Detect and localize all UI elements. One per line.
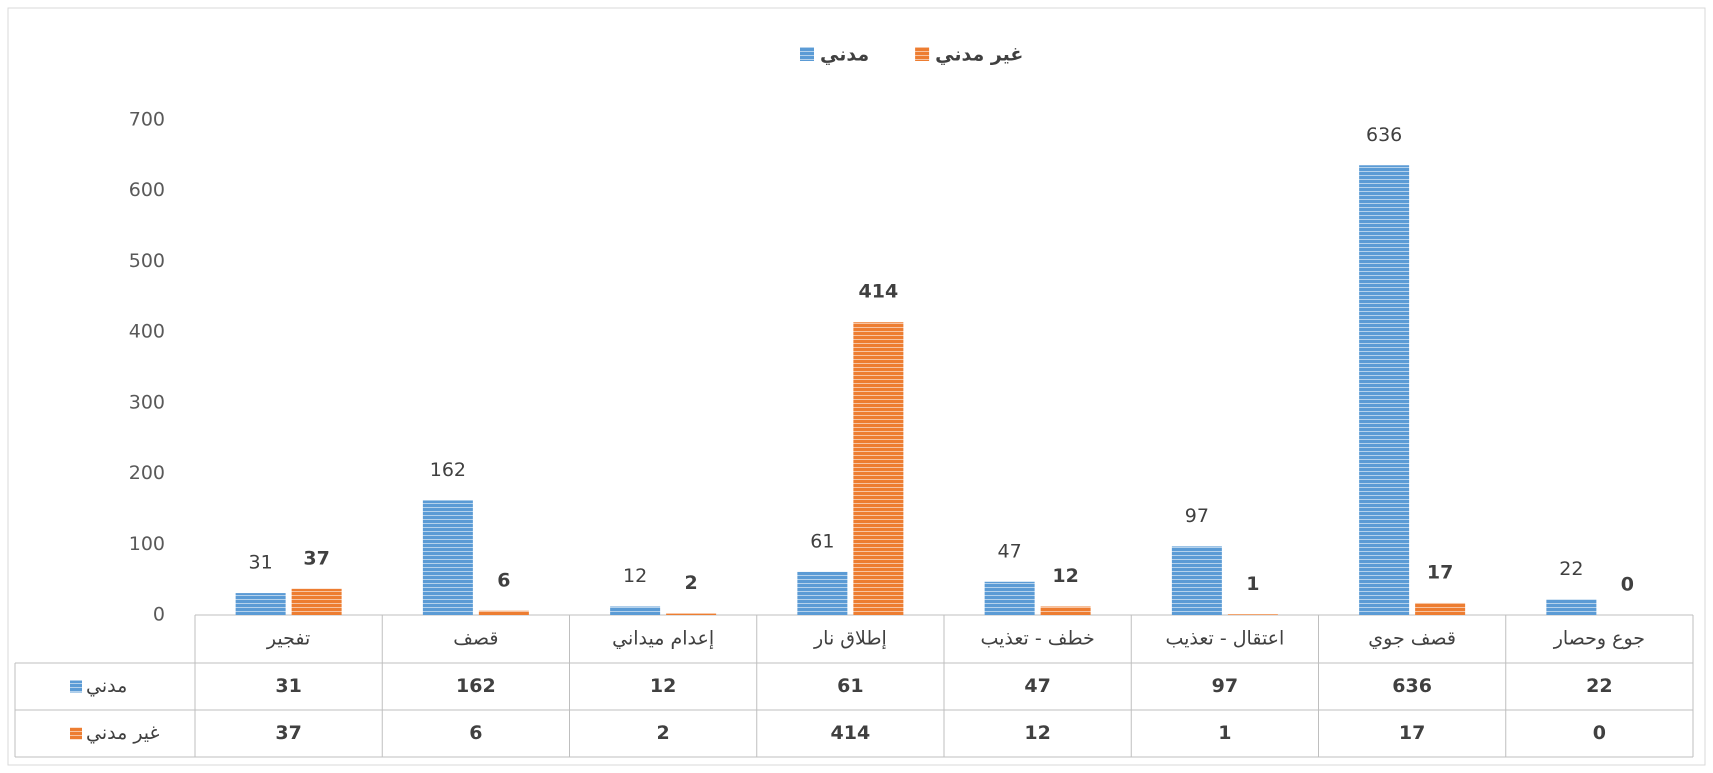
table-cell: 97	[1212, 675, 1238, 697]
bar	[1040, 606, 1091, 615]
data-label: 0	[1621, 574, 1634, 596]
data-label: 162	[430, 459, 466, 481]
x-tick-label: إعدام ميداني	[612, 628, 714, 651]
bar	[797, 571, 848, 615]
bar	[291, 588, 342, 615]
x-tick-label: اعتقال - تعذيب	[1165, 628, 1284, 650]
data-label: 17	[1427, 561, 1453, 583]
x-tick-label: قصف	[453, 628, 498, 650]
legend-swatch	[915, 47, 930, 61]
bar	[235, 593, 286, 615]
table-cell: 12	[650, 675, 676, 697]
data-label: 31	[249, 552, 273, 574]
table-cell: 31	[275, 675, 301, 697]
bar	[610, 606, 661, 615]
table-cell: 0	[1593, 722, 1606, 744]
table-cell: 162	[456, 675, 496, 697]
y-tick-label: 0	[153, 604, 165, 626]
bar	[1359, 165, 1410, 615]
y-tick-label: 300	[129, 391, 165, 413]
y-tick-label: 600	[129, 179, 165, 201]
y-tick-label: 200	[129, 462, 165, 484]
x-tick-label: خطف - تعذيب	[980, 628, 1094, 650]
row-header: مدني	[86, 675, 127, 697]
legend-label: غير مدني	[935, 44, 1023, 66]
table-cell: 414	[831, 722, 871, 744]
data-label: 12	[1052, 565, 1078, 587]
x-tick-label: جوع وحصار	[1553, 628, 1645, 650]
x-tick-label: إطلاق نار	[813, 628, 887, 651]
table-cell: 61	[837, 675, 863, 697]
bar	[1227, 614, 1278, 615]
bar	[1171, 546, 1222, 615]
table-cell: 6	[469, 722, 482, 744]
data-label: 6	[497, 569, 510, 591]
bar	[478, 610, 529, 615]
data-label: 1	[1246, 573, 1259, 595]
table-cell: 12	[1024, 722, 1050, 744]
data-label: 61	[810, 530, 834, 552]
data-label: 47	[998, 540, 1022, 562]
bar	[984, 581, 1035, 615]
bar	[422, 500, 473, 615]
data-label: 97	[1185, 505, 1209, 527]
x-tick-label: قصف جوي	[1368, 628, 1456, 650]
bar	[853, 322, 904, 615]
legend-label: مدني	[820, 44, 869, 66]
y-tick-label: 400	[129, 321, 165, 343]
data-label: 22	[1559, 558, 1583, 580]
y-tick-label: 700	[129, 109, 165, 131]
data-label: 2	[685, 572, 698, 594]
legend-swatch	[800, 47, 814, 61]
legend-key	[70, 680, 82, 693]
table-cell: 47	[1024, 675, 1050, 697]
data-label: 414	[859, 281, 899, 303]
bar	[1546, 599, 1597, 615]
bar	[666, 613, 717, 615]
data-label: 37	[303, 547, 329, 569]
x-tick-label: تفجير	[266, 628, 310, 650]
data-label: 12	[623, 565, 647, 587]
y-tick-label: 100	[129, 533, 165, 555]
table-cell: 1	[1218, 722, 1231, 744]
table-cell: 37	[275, 722, 301, 744]
data-label: 636	[1366, 124, 1402, 146]
table-cell: 17	[1399, 722, 1425, 744]
bar	[1415, 602, 1466, 615]
table-cell: 636	[1392, 675, 1432, 697]
row-header: غير مدني	[86, 722, 160, 744]
legend-key	[70, 727, 82, 740]
table-cell: 22	[1586, 675, 1612, 697]
y-tick-label: 500	[129, 250, 165, 272]
table-cell: 2	[657, 722, 670, 744]
